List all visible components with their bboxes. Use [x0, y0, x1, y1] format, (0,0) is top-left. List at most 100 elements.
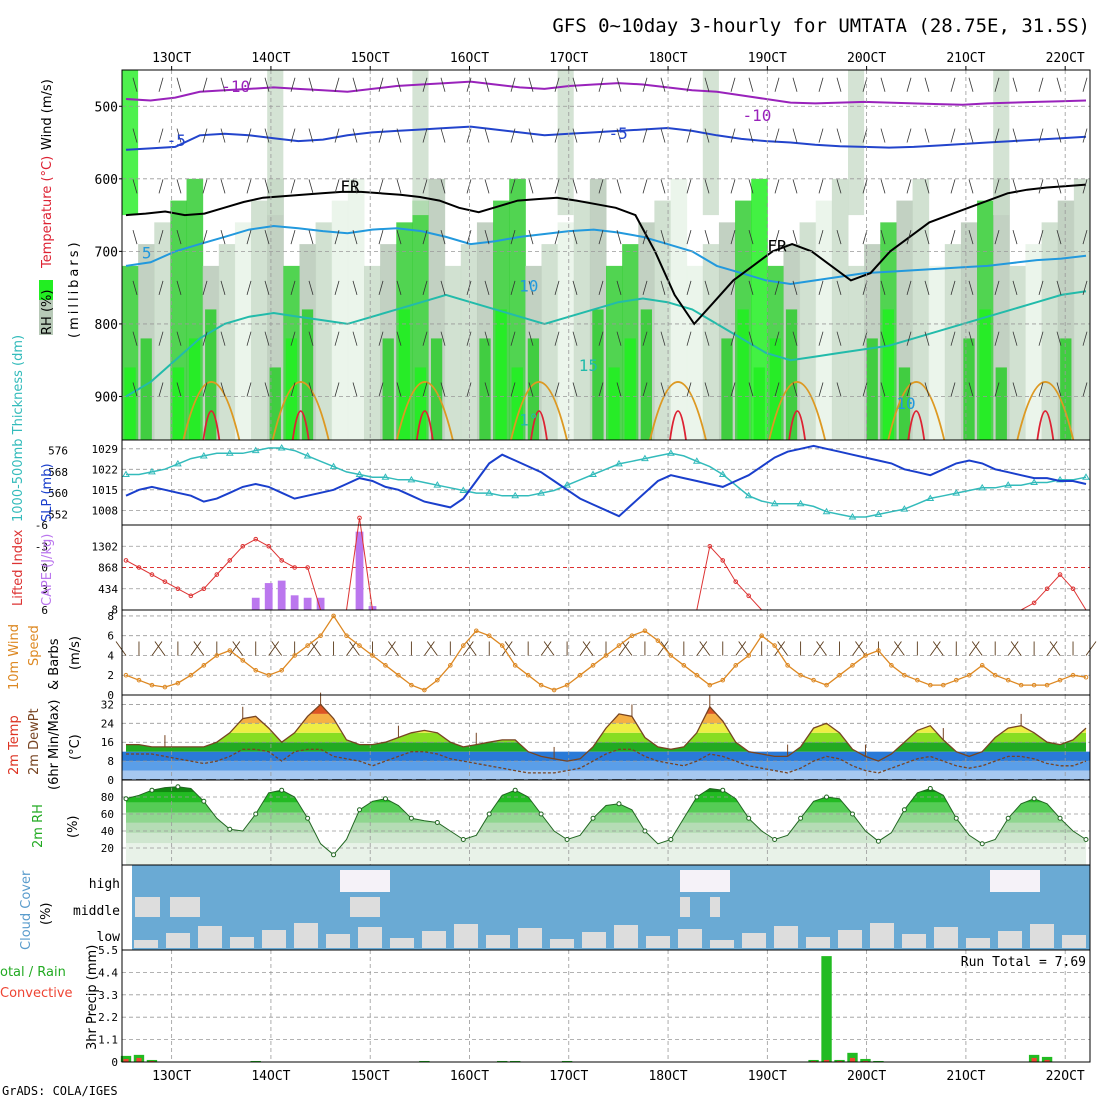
- wind-speed-point: [149, 682, 155, 688]
- lifted-index-point: [1044, 586, 1050, 592]
- temp-contour-warm: [510, 381, 568, 441]
- lifted-index-point: [227, 558, 233, 563]
- wind-barb: [950, 77, 956, 92]
- precip-frame: [121, 949, 1091, 1063]
- slp-tick-label: 1029: [92, 443, 119, 456]
- wind-speed-point: [642, 628, 648, 634]
- lifted-index-point: [253, 536, 259, 542]
- wind-barb: [510, 230, 516, 245]
- wind-barb-10m: [346, 641, 357, 656]
- wind-barb: [510, 331, 516, 346]
- wind-barb-10m: [813, 641, 824, 656]
- rh-shade-lower: [1009, 265, 1026, 440]
- wind-barb: [572, 331, 578, 346]
- lifted-index-point: [292, 565, 297, 570]
- precip-total-bar: [250, 1060, 261, 1062]
- slp-line: [125, 444, 1087, 518]
- wind-barb: [950, 230, 956, 245]
- wind-barb: [906, 331, 912, 346]
- wind-barb: [396, 230, 402, 245]
- cloud-label: Cloud Cover: [19, 870, 34, 950]
- wind-label: Wind (m/s): [40, 79, 55, 150]
- wind-barb-10m: [621, 641, 633, 656]
- wind-barb: [880, 77, 886, 92]
- convective-label: Convective: [0, 986, 73, 1001]
- wind-barb: [484, 128, 490, 143]
- wind-barb-10m: [891, 641, 902, 656]
- temp-contour-warm: [887, 381, 946, 441]
- wind-barb: [422, 331, 428, 346]
- cloud-middle: [680, 897, 690, 917]
- wind-speed-point: [1070, 672, 1076, 678]
- wind-barb: [132, 179, 138, 194]
- precip-total-bar: [1041, 1056, 1053, 1062]
- rh-point: [798, 815, 804, 821]
- temp-cold-band: [122, 770, 1090, 780]
- wind-barb: [352, 179, 358, 194]
- bottom-time-label: 17OCT: [549, 1069, 588, 1084]
- wind-barb: [396, 331, 402, 346]
- bottom-time-label: 20OCT: [847, 1069, 886, 1084]
- wind-barb-10m: [657, 641, 669, 656]
- cape-tick-label: 8: [111, 604, 118, 617]
- precip-total-bar: [847, 1052, 858, 1062]
- wind-barb: [880, 230, 886, 245]
- lifted-index-point: [733, 579, 739, 584]
- wind-barb: [554, 280, 560, 296]
- wind-barb: [862, 128, 868, 143]
- wind-barb: [290, 382, 296, 397]
- wind-barb: [1082, 331, 1088, 346]
- wind-barb: [616, 179, 622, 194]
- wind-barb: [308, 331, 314, 346]
- wind-barb: [264, 179, 270, 194]
- wind-barb: [950, 280, 956, 296]
- wind-speed-point: [370, 653, 375, 658]
- li-tick-label: -6: [35, 519, 48, 532]
- wind-barb: [352, 280, 358, 296]
- wind-barb: [378, 230, 384, 245]
- thickness-marker: [770, 499, 779, 507]
- wind-barb: [378, 128, 384, 143]
- wind-barb: [572, 230, 578, 245]
- rh-shade-lower: [1041, 222, 1059, 440]
- wind-barb-10m: [618, 641, 630, 656]
- wind-barb: [616, 77, 622, 92]
- top-time-label: 17OCT: [549, 51, 588, 66]
- wind-barb-10m: [385, 641, 396, 656]
- top-time-label: 21OCT: [946, 51, 985, 66]
- thickness-marker: [900, 505, 909, 512]
- temp-contour-hot: [907, 410, 926, 441]
- wind-barb: [774, 77, 780, 92]
- rh-shade-lower: [557, 222, 575, 440]
- cloud-low: [614, 925, 638, 948]
- wind-barb: [510, 77, 516, 92]
- wind-barb: [510, 382, 516, 397]
- precip-tick-label: 1.1: [98, 1034, 118, 1047]
- temp-contour-hot: [669, 410, 687, 441]
- wind-barb: [1012, 331, 1018, 346]
- wind-speed-point: [668, 653, 674, 658]
- wind-barb-10m: [696, 641, 708, 656]
- wind-barb: [158, 128, 164, 143]
- wind-barb: [132, 77, 138, 92]
- cape-tick-label: 868: [98, 562, 118, 575]
- wind-barb: [422, 382, 428, 397]
- wind-barb: [220, 179, 226, 194]
- thickness-marker: [1030, 478, 1038, 485]
- wind-barb-10m: [855, 641, 866, 656]
- wind-barb: [730, 382, 736, 397]
- cloud-high: [340, 870, 390, 892]
- temp-tick-label: 32: [101, 698, 114, 711]
- rh-point: [824, 794, 830, 800]
- wind-barb: [836, 331, 842, 346]
- wind-speed-point: [966, 672, 972, 678]
- wind-barb: [554, 179, 560, 194]
- wind-barb: [660, 331, 666, 346]
- wind-barb: [220, 331, 226, 346]
- thickness-tick-label: 576: [48, 445, 68, 458]
- top-time-label: 14OCT: [251, 51, 290, 66]
- wind-barb: [528, 128, 534, 143]
- wind-barb: [396, 128, 402, 143]
- wind-speed-point: [279, 667, 284, 673]
- cloud-bg: [132, 865, 1090, 950]
